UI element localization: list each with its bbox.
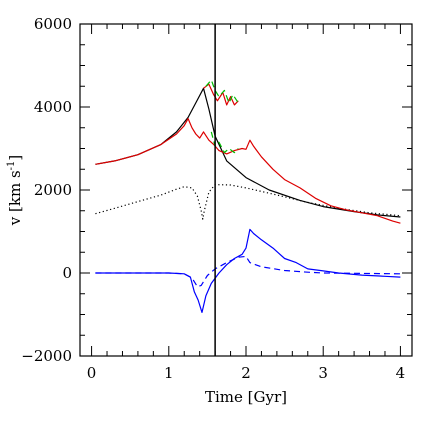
series-line-4 [203, 83, 239, 106]
x-tick-label: 2 [241, 364, 251, 382]
series-layer [95, 79, 401, 313]
x-tick-label: 0 [87, 364, 97, 382]
tick-labels: 0 1 2 3 4 −2000 0 2000 4000 6000 [21, 15, 405, 382]
x-tick-label: 1 [164, 364, 174, 382]
y-tick-label: −2000 [21, 347, 72, 365]
series-line-8 [95, 255, 401, 288]
series-line-3 [95, 118, 401, 224]
y-axis-title: v [km s-1] [6, 155, 24, 226]
x-tick-label: 3 [318, 364, 328, 382]
y-tick-label: 2000 [34, 181, 72, 199]
y-tick-label: 4000 [34, 98, 72, 116]
y-tick-label: 0 [62, 264, 72, 282]
x-tick-label: 4 [396, 364, 406, 382]
series-line-5 [205, 79, 239, 104]
x-axis-title: Time [Gyr] [205, 388, 287, 406]
plot-frame [79, 23, 413, 357]
y-tick-label: 6000 [34, 15, 72, 33]
y-axis-title-end: ] [6, 155, 24, 161]
y-axis-title-sup: -1 [6, 161, 17, 171]
ticks-layer [80, 23, 412, 357]
y-axis-title-main: v [km s [6, 170, 24, 226]
series-line-2 [95, 184, 401, 220]
series-line-7 [95, 228, 401, 313]
